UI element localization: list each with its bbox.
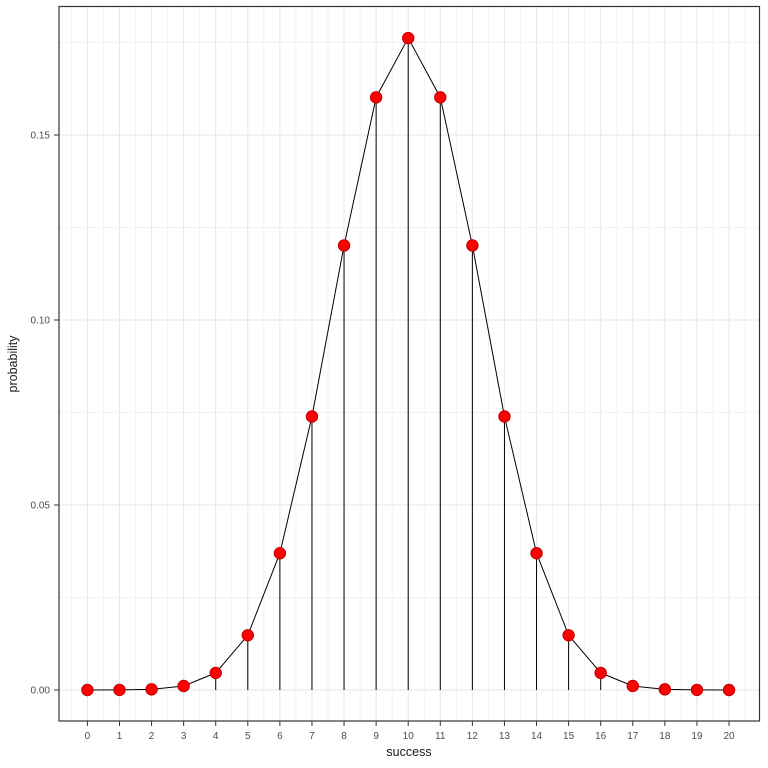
x-tick-label: 10 xyxy=(403,731,415,742)
x-tick-label: 1 xyxy=(117,731,123,742)
x-tick-label: 12 xyxy=(467,731,479,742)
data-point xyxy=(626,679,639,693)
x-tick-label: 18 xyxy=(659,731,671,742)
data-point xyxy=(273,547,287,560)
data-point xyxy=(209,666,222,680)
data-point xyxy=(402,31,415,45)
data-point xyxy=(145,683,158,696)
data-point xyxy=(241,629,254,642)
data-point xyxy=(113,683,126,697)
data-points xyxy=(81,31,736,697)
y-tick-label: 0.00 xyxy=(31,685,51,696)
x-tick-label: 13 xyxy=(499,731,511,742)
x-tick-label: 7 xyxy=(309,731,315,742)
x-tick-label: 20 xyxy=(723,731,735,742)
grid-minor-lines xyxy=(59,6,760,721)
x-tick-label: 14 xyxy=(531,731,543,742)
x-tick-label: 9 xyxy=(373,731,379,742)
data-point xyxy=(177,679,190,693)
data-point xyxy=(81,683,94,697)
data-point xyxy=(722,683,736,697)
y-axis-title: probability xyxy=(6,335,20,393)
data-point xyxy=(658,683,672,696)
x-tick-label: 4 xyxy=(213,731,219,742)
data-point xyxy=(434,91,447,104)
data-point xyxy=(530,547,543,560)
data-point xyxy=(305,410,319,423)
data-point xyxy=(337,239,351,252)
grid-major-lines xyxy=(59,6,760,721)
data-point xyxy=(594,666,607,680)
data-point xyxy=(369,91,383,104)
x-tick-label: 2 xyxy=(149,731,155,742)
axis-tick-labels: 0 1 2 3 4 5 6 7 8 9 10 11 12 13 14 15 16 17 18 19 200.000.05… xyxy=(31,130,735,742)
x-axis-title: success xyxy=(386,745,431,759)
x-tick-label: 15 xyxy=(563,731,575,742)
y-tick-label: 0.10 xyxy=(31,315,51,326)
x-tick-label: 3 xyxy=(181,731,187,742)
data-point xyxy=(466,239,479,252)
x-tick-label: 19 xyxy=(691,731,703,742)
x-tick-label: 17 xyxy=(627,731,639,742)
x-tick-label: 16 xyxy=(595,731,607,742)
data-point xyxy=(690,683,704,697)
x-tick-label: 0 xyxy=(85,731,91,742)
x-tick-label: 5 xyxy=(245,731,251,742)
axis-tick-marks xyxy=(54,134,730,726)
drop-segments xyxy=(86,38,730,690)
x-tick-label: 6 xyxy=(277,731,283,742)
x-tick-label: 8 xyxy=(341,731,347,742)
data-point xyxy=(498,410,511,423)
panel-border xyxy=(58,5,761,722)
y-tick-label: 0.15 xyxy=(31,130,51,141)
y-tick-label: 0.05 xyxy=(31,500,51,511)
x-tick-label: 11 xyxy=(435,731,446,742)
data-point xyxy=(562,629,575,642)
